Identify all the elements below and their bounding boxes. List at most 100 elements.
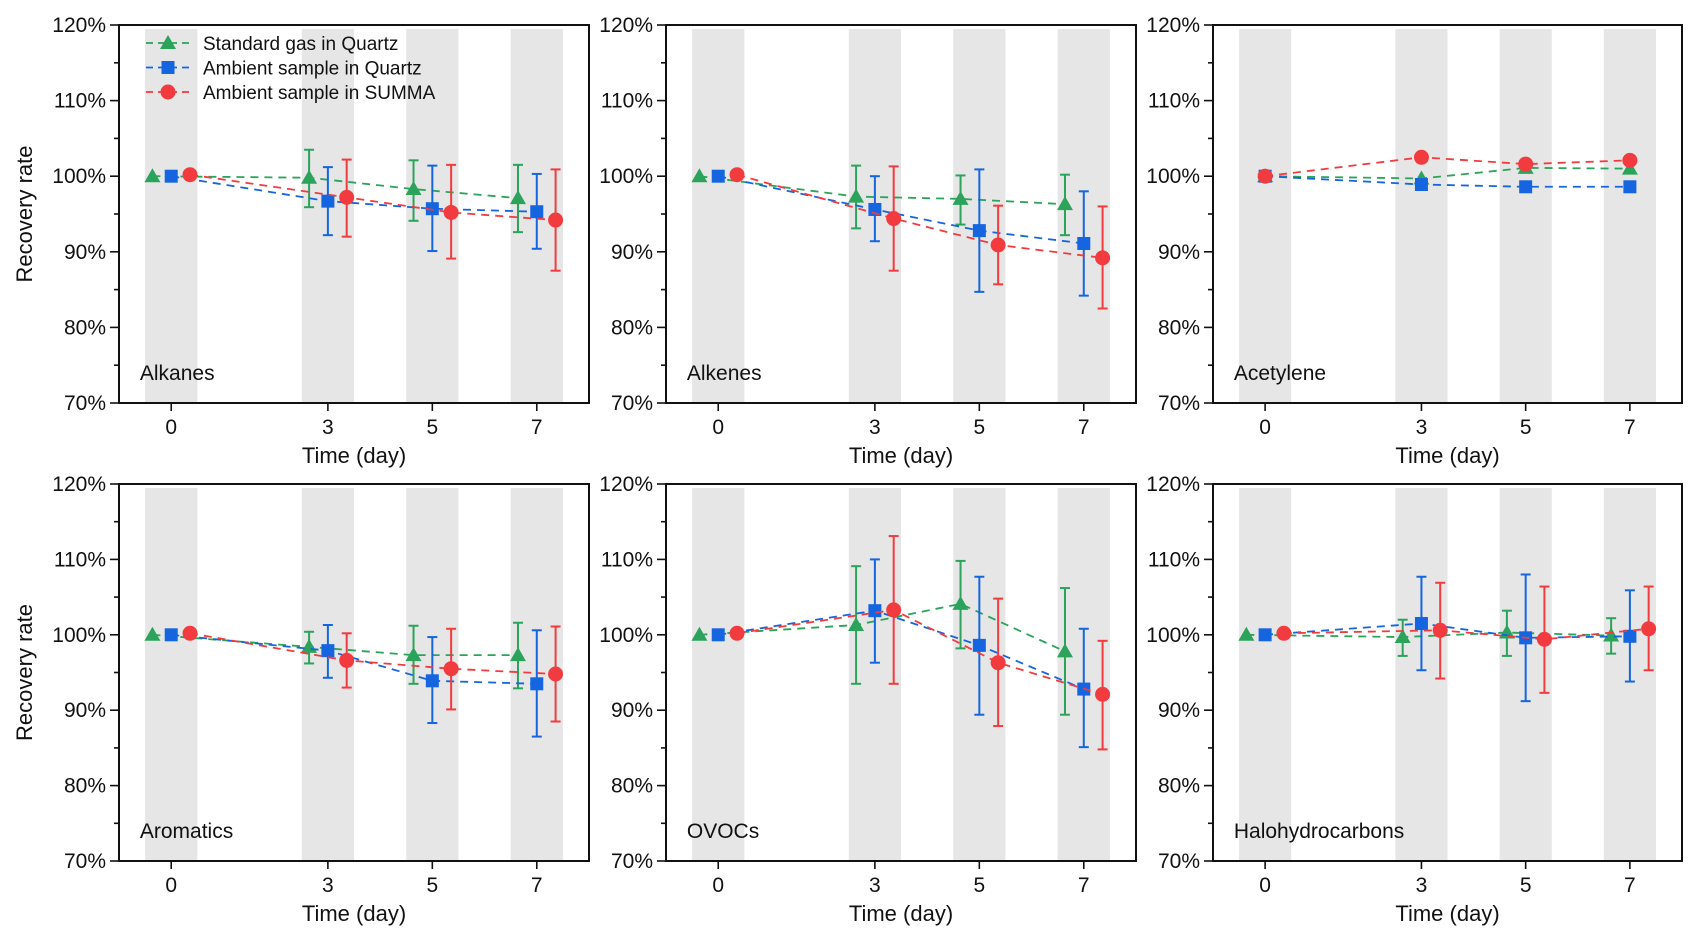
series-ambient-sample-in-quartz bbox=[164, 164, 544, 253]
series-line bbox=[1265, 156, 1630, 178]
data-point bbox=[405, 647, 422, 662]
panel-label: Alkanes bbox=[140, 362, 215, 385]
x-axis-title: Time (day) bbox=[849, 901, 953, 926]
series-line bbox=[736, 608, 1103, 696]
highlight-band bbox=[1239, 488, 1292, 860]
panel-alkenes: 70% 80% 90% 100% 110% 120% 0 3 5 7 Time (day) Alken… bbox=[599, 14, 1137, 468]
series-line bbox=[171, 175, 537, 213]
y-tick-label: 120% bbox=[1146, 14, 1200, 37]
panel-alkanes: 70% 80% 90% 100% 110% 120% 0 3 5 7 Time (day) Recov… bbox=[12, 14, 590, 468]
data-point bbox=[952, 595, 969, 610]
x-tick-label: 0 bbox=[712, 416, 724, 439]
x-tick-label: 0 bbox=[1259, 416, 1271, 439]
x-tick-label: 5 bbox=[973, 874, 985, 897]
panel-halohydrocarbons: 70% 80% 90% 100% 110% 120% 0 3 5 7 Time (day) Haloh… bbox=[1146, 473, 1683, 926]
series-line bbox=[152, 175, 519, 200]
y-tick-label: 70% bbox=[1158, 850, 1200, 873]
data-point bbox=[1238, 626, 1255, 641]
data-point bbox=[1414, 178, 1428, 192]
legend-label: Ambient sample in SUMMA bbox=[203, 83, 436, 104]
data-point bbox=[868, 604, 882, 618]
y-tick-label: 80% bbox=[64, 316, 106, 339]
data-point bbox=[848, 616, 865, 631]
data-point bbox=[509, 647, 526, 662]
y-tick-label: 90% bbox=[64, 699, 106, 722]
y-tick-label: 70% bbox=[611, 850, 653, 873]
highlight-band bbox=[145, 29, 198, 402]
y-tick-label: 110% bbox=[54, 548, 106, 571]
data-point bbox=[425, 674, 439, 688]
series-ambient-sample-in-summa bbox=[729, 165, 1111, 310]
data-point bbox=[1641, 621, 1657, 637]
data-point bbox=[164, 628, 178, 642]
data-point bbox=[321, 644, 335, 658]
y-tick-label: 90% bbox=[64, 241, 106, 264]
y-tick-label: 100% bbox=[1146, 624, 1200, 647]
y-tick-label: 120% bbox=[52, 14, 106, 37]
data-point bbox=[868, 202, 882, 216]
series-ambient-sample-in-quartz bbox=[711, 168, 1091, 297]
series-ambient-sample-in-summa bbox=[182, 625, 564, 723]
data-point bbox=[530, 205, 544, 219]
data-point bbox=[691, 168, 708, 183]
data-point bbox=[548, 212, 564, 228]
data-point bbox=[1623, 180, 1637, 194]
x-axis-title: Time (day) bbox=[1395, 443, 1499, 468]
data-point bbox=[972, 638, 986, 652]
legend-label: Ambient sample in Quartz bbox=[203, 59, 422, 80]
highlight-band bbox=[1395, 29, 1448, 402]
data-point bbox=[1603, 627, 1620, 642]
series-line bbox=[171, 633, 537, 685]
data-point bbox=[729, 167, 745, 183]
x-tick-label: 0 bbox=[1259, 874, 1271, 897]
y-tick-label: 80% bbox=[64, 775, 106, 798]
x-tick-label: 0 bbox=[712, 874, 724, 897]
x-tick-label: 7 bbox=[531, 416, 543, 439]
data-point bbox=[443, 661, 459, 677]
y-tick-label: 70% bbox=[611, 392, 653, 415]
series-standard-gas-in-quartz bbox=[144, 148, 526, 234]
x-tick-label: 3 bbox=[869, 874, 881, 897]
y-tick-label: 70% bbox=[1158, 392, 1200, 415]
y-axis-title: Recovery rate bbox=[12, 146, 37, 283]
data-point bbox=[990, 655, 1006, 671]
data-point bbox=[339, 652, 355, 668]
data-point bbox=[509, 190, 526, 205]
x-tick-label: 3 bbox=[322, 416, 334, 439]
data-point bbox=[1276, 625, 1292, 641]
data-point bbox=[711, 169, 725, 183]
legend-item: Ambient sample in Quartz bbox=[146, 59, 422, 80]
data-point bbox=[1519, 180, 1533, 194]
series-line bbox=[699, 175, 1066, 206]
x-tick-label: 5 bbox=[973, 416, 985, 439]
x-axis-title: Time (day) bbox=[302, 901, 406, 926]
series-line bbox=[152, 633, 518, 657]
legend-marker-triangle bbox=[160, 35, 176, 49]
panel-aromatics: 70% 80% 90% 100% 110% 120% 0 3 5 7 Time (day) Recov… bbox=[12, 473, 590, 926]
x-tick-label: 5 bbox=[1520, 416, 1532, 439]
data-point bbox=[1257, 168, 1273, 184]
y-tick-label: 70% bbox=[64, 392, 106, 415]
series-standard-gas-in-quartz bbox=[691, 164, 1073, 237]
data-point bbox=[182, 167, 198, 183]
panel-label: Acetylene bbox=[1234, 362, 1326, 385]
data-point bbox=[1622, 152, 1638, 168]
data-point bbox=[729, 625, 745, 641]
data-point bbox=[1056, 196, 1073, 211]
data-point bbox=[1413, 149, 1429, 165]
legend-item: Standard gas in Quartz bbox=[146, 34, 398, 55]
x-tick-label: 7 bbox=[1624, 874, 1636, 897]
highlight-band bbox=[692, 488, 745, 860]
data-point bbox=[182, 625, 198, 641]
panel-acetylene: 70% 80% 90% 100% 110% 120% 0 3 5 7 Time (day) Acety… bbox=[1146, 14, 1683, 468]
data-point bbox=[443, 204, 459, 220]
y-tick-label: 100% bbox=[599, 165, 653, 188]
legend-marker-circle bbox=[160, 84, 176, 100]
data-point bbox=[321, 194, 335, 208]
highlight-band bbox=[848, 488, 901, 860]
y-tick-label: 90% bbox=[1158, 241, 1200, 264]
y-tick-label: 90% bbox=[1158, 699, 1200, 722]
y-tick-label: 70% bbox=[64, 850, 106, 873]
legend-marker-square bbox=[161, 61, 175, 74]
